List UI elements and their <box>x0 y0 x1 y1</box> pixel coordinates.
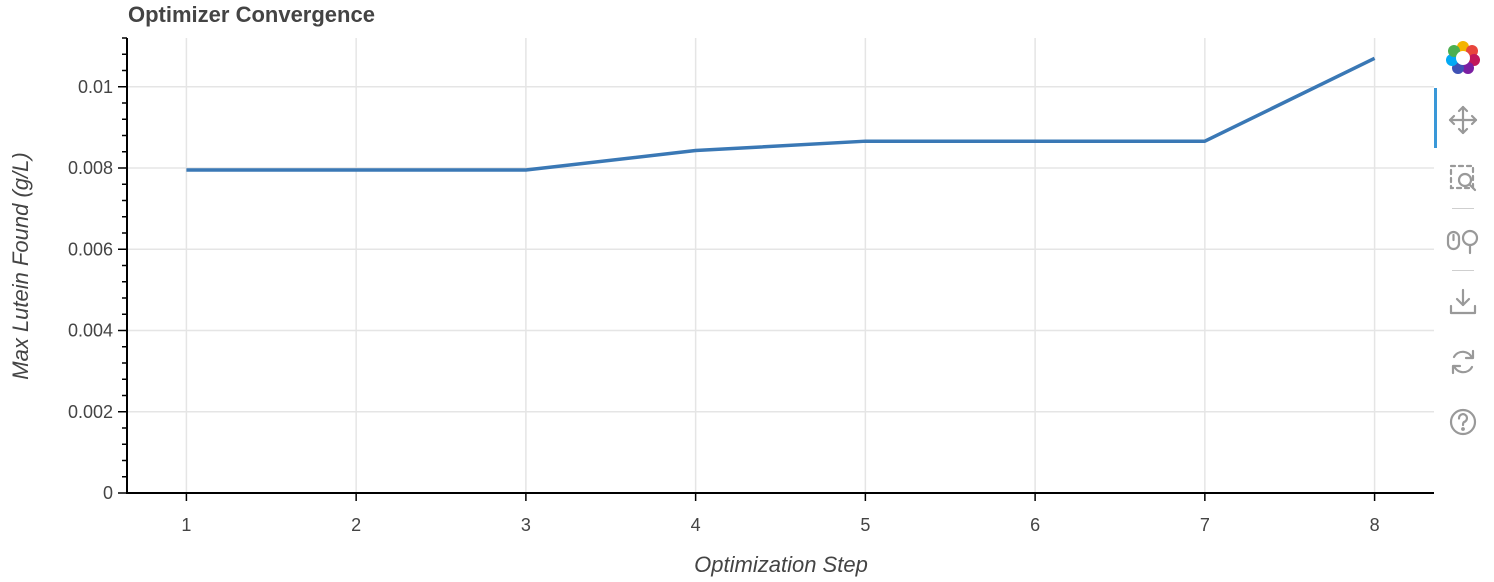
y-tick-label: 0 <box>103 483 113 503</box>
y-axis-label: Max Lutein Found (g/L) <box>8 152 33 379</box>
toolbar-separator <box>1452 270 1474 271</box>
wheel-zoom-icon[interactable] <box>1434 218 1492 262</box>
bokeh-logo-icon[interactable] <box>1434 36 1492 80</box>
reset-icon[interactable] <box>1434 340 1492 384</box>
x-axis-label: Optimization Step <box>694 552 868 577</box>
box-zoom-icon[interactable] <box>1434 156 1492 200</box>
chart: Optimizer Convergence 0 0.002 0.004 0.006 0.… <box>8 2 1434 577</box>
toolbar <box>1434 36 1492 456</box>
active-tool-indicator <box>1434 88 1437 148</box>
toolbar-separator <box>1452 208 1474 209</box>
x-tick-label: 4 <box>691 515 701 535</box>
y-tick-label: 0.004 <box>68 321 113 341</box>
help-icon[interactable] <box>1434 400 1492 444</box>
x-tick-label: 8 <box>1370 515 1380 535</box>
axes: 0 0.002 0.004 0.006 0.008 0.01 1 2 3 4 5 6 7 8 <box>68 37 1434 535</box>
x-tick-label: 5 <box>860 515 870 535</box>
chart-title: Optimizer Convergence <box>128 2 375 27</box>
x-tick-label: 6 <box>1030 515 1040 535</box>
y-tick-label: 0.01 <box>78 77 113 97</box>
series-layer <box>186 56 1376 172</box>
pan-icon[interactable] <box>1434 98 1492 142</box>
y-tick-label: 0.002 <box>68 402 113 422</box>
save-icon[interactable] <box>1434 280 1492 324</box>
grid <box>127 38 1434 493</box>
x-tick-label: 1 <box>181 515 191 535</box>
x-tick-label: 7 <box>1200 515 1210 535</box>
x-tick-label: 3 <box>521 515 531 535</box>
x-tick-label: 2 <box>351 515 361 535</box>
y-tick-label: 0.008 <box>68 158 113 178</box>
series-line <box>186 56 1376 172</box>
y-tick-label: 0.006 <box>68 239 113 259</box>
